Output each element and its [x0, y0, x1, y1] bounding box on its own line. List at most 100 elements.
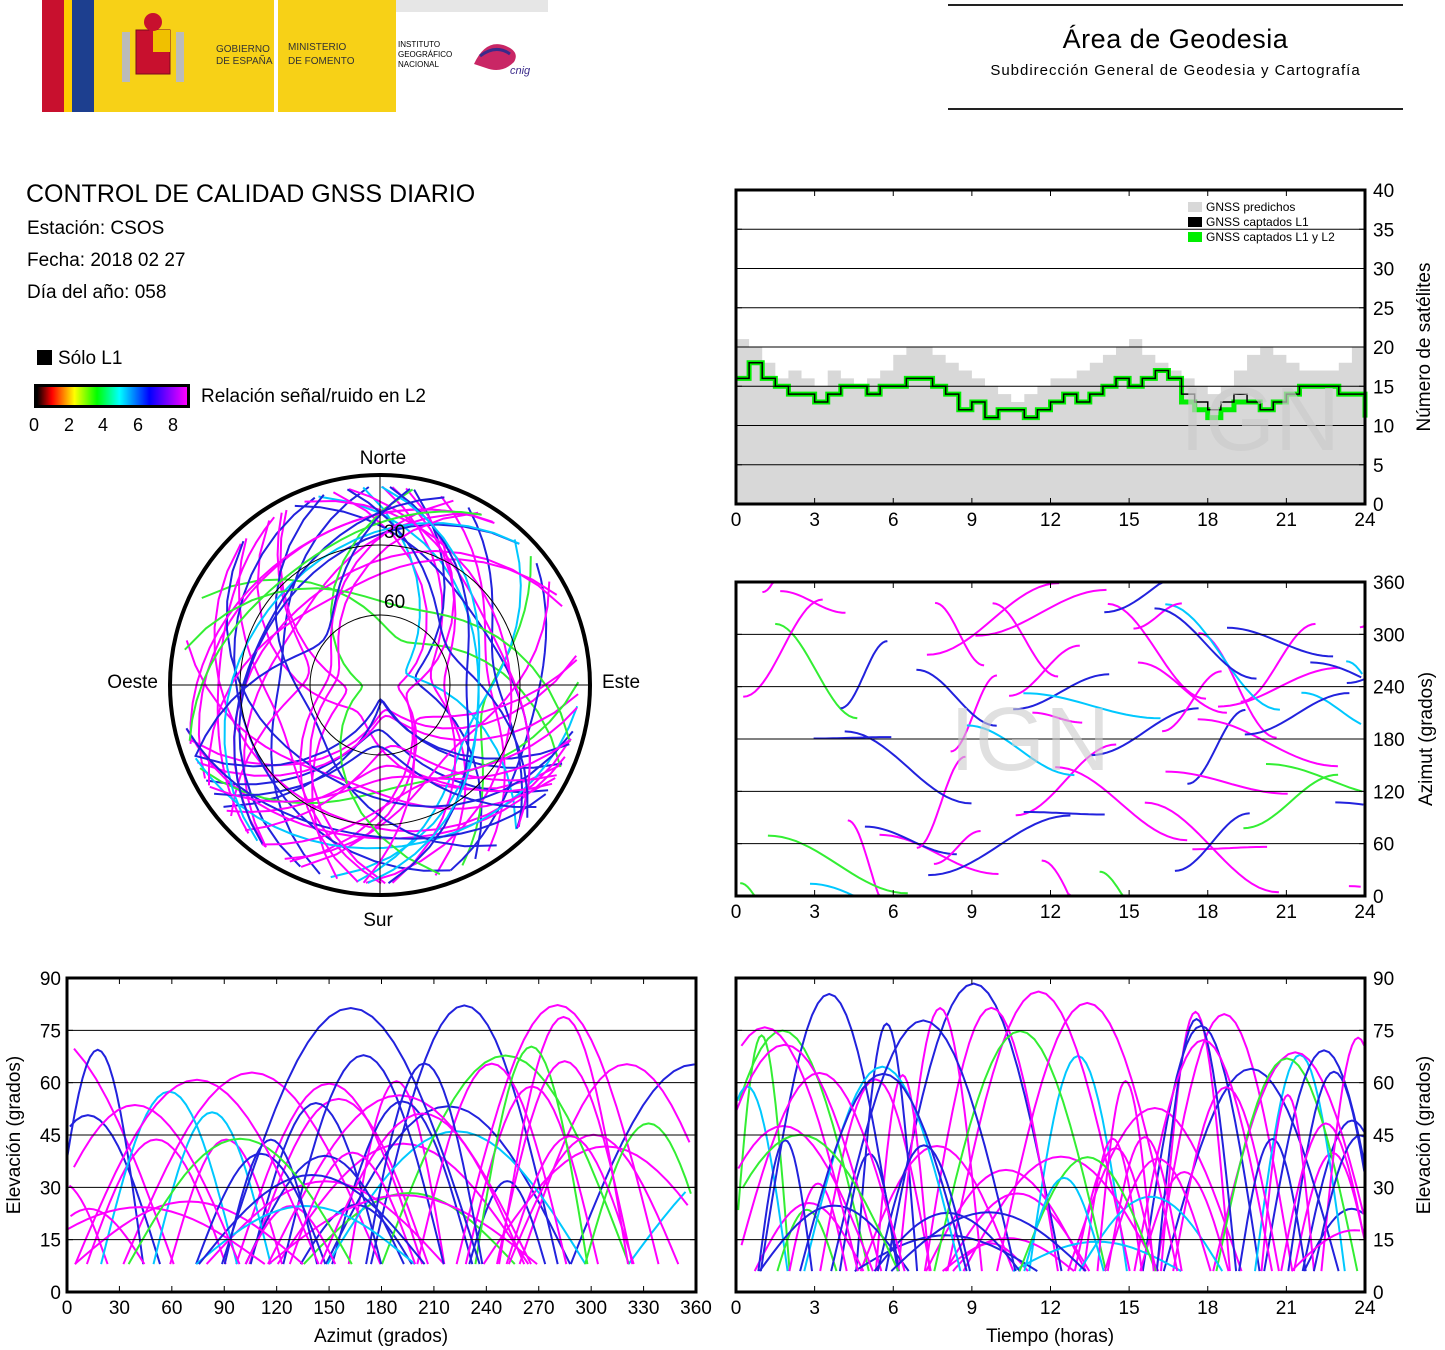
coat-of-arms-icon: [122, 13, 184, 82]
y-tick-label: 45: [1373, 1126, 1394, 1147]
elevation-time-track: [1260, 1093, 1315, 1272]
azimuth-time-ticks: 0 60 120 180 240 300 360 0 3 6 9 12 15 18 21 24: [731, 573, 1405, 923]
x-tick-label: 15: [1119, 902, 1140, 923]
ministerio-line2: DE FOMENTO: [288, 56, 355, 67]
skyplot-track: [201, 578, 562, 768]
elevation-azimuth-track: [221, 1006, 481, 1265]
y-tick-label: 25: [1373, 299, 1394, 320]
azimuth-track: [926, 582, 1060, 656]
azimuth-track: [809, 882, 932, 897]
satellites-ylabel: Número de satélites: [1414, 263, 1435, 432]
skyplot-track: [362, 659, 578, 884]
skyplot-track: [185, 727, 547, 840]
elevation-azimuth-track: [267, 1094, 532, 1265]
x-tick-label: 3: [809, 510, 820, 530]
azimuth-track: [1023, 692, 1161, 720]
snr-tick: 0: [29, 415, 40, 435]
elevation-time-track: [1254, 1053, 1346, 1272]
series-l1-line: [736, 361, 1366, 419]
elevation-azimuth-ticks: 0 15 30 45 60 75 90 0 30 60 90 120 150 180 210 240 270 30…: [40, 969, 712, 1319]
x-tick-label: 360: [680, 1298, 712, 1319]
skyplot-track: [216, 516, 275, 834]
elevation-time-track: [740, 1026, 859, 1272]
elevation-time-track: [776, 1208, 838, 1272]
elevation-time-track: [1082, 1137, 1143, 1272]
elevation-time-track: [830, 1019, 1017, 1272]
y-tick-label: 0: [1373, 495, 1384, 516]
azimuth-track: [864, 825, 957, 856]
x-tick-label: 3: [809, 902, 820, 923]
snr-colorbar: [34, 384, 190, 408]
elevation-azimuth-track: [627, 1191, 687, 1265]
elevation-azimuth-track: [381, 1054, 630, 1265]
azimuth-track: [767, 834, 908, 895]
elevation-azimuth-track: [205, 1180, 445, 1265]
flag-strip-red: [42, 0, 64, 112]
elevation-time-xlabel: Tiempo (horas): [986, 1326, 1114, 1347]
azimuth-track: [1015, 743, 1117, 817]
skyplot-track: [348, 488, 531, 828]
azimuth-track: [1244, 692, 1350, 736]
x-tick-label: 21: [1276, 510, 1297, 530]
x-tick-label: 24: [1354, 510, 1376, 530]
x-tick-label: 15: [1119, 1298, 1140, 1319]
elevation-time-track: [735, 1043, 883, 1272]
elevation-azimuth-track: [569, 1063, 695, 1265]
snr-tick: 4: [98, 415, 109, 435]
skyplot-track: [329, 488, 441, 875]
legend-swatch-l1: [1188, 217, 1202, 227]
azimuth-track: [743, 598, 823, 698]
skyplot-track: [209, 738, 572, 803]
elevation-time-tracks: [735, 982, 1366, 1272]
elevation-azimuth-track: [365, 1062, 484, 1265]
elevation-time-ticks: 0 15 30 45 60 75 90 0 3 6 9 12 15 18 21 24: [731, 969, 1394, 1319]
x-tick-label: 30: [109, 1298, 130, 1319]
elevation-time-track: [757, 1139, 813, 1272]
y-tick-label: 90: [1373, 969, 1394, 990]
x-tick-label: 0: [731, 902, 742, 923]
ring-label-60: 60: [384, 592, 405, 613]
x-tick-label: 12: [1040, 510, 1061, 530]
satellites-ticks: 0 5 10 15 20 25 30 35 40 0 3 6 9 12 15 18 21 24: [731, 181, 1394, 530]
elevation-azimuth-track: [244, 1205, 337, 1265]
azimuth-track: [1265, 763, 1363, 793]
snr-tick: 2: [64, 415, 75, 435]
y-tick-label: 240: [1373, 678, 1405, 699]
elevation-azimuth-track: [249, 1101, 383, 1265]
ring-label-30: 30: [384, 522, 405, 543]
azimuth-track: [1197, 718, 1338, 768]
skyplot-track: [440, 495, 506, 852]
y-tick-label: 60: [40, 1074, 61, 1095]
skyplot-track: [308, 511, 479, 885]
y-tick-label: 15: [40, 1231, 61, 1252]
skyplot-track: [362, 486, 518, 830]
ministerio-line1: MINISTERIO: [288, 42, 347, 53]
y-tick-label: 10: [1373, 417, 1394, 438]
elevation-azimuth-track: [288, 1151, 417, 1265]
cnig-logo-icon: cnig: [474, 44, 531, 77]
azimuth-track: [1032, 711, 1083, 724]
skyplot-track: [214, 745, 537, 808]
elevation-azimuth-track: [74, 1200, 304, 1265]
azimuth-track: [1165, 603, 1281, 711]
legend-l1l2: GNSS captados L1 y L2: [1206, 230, 1335, 244]
elevation-time-track: [740, 1071, 906, 1272]
elevation-azimuth-track: [331, 1100, 474, 1265]
azimuth-track: [916, 668, 997, 727]
series-predicted-area: [736, 339, 1365, 504]
azimuth-time-ylabel: Azimut (grados): [1416, 672, 1437, 806]
azimuth-track: [1154, 607, 1257, 680]
azimuth-track: [1137, 661, 1227, 714]
elevation-time-track: [1312, 1134, 1365, 1272]
azimuth-track: [840, 640, 888, 710]
azimuth-track: [1240, 622, 1316, 703]
azimuth-track: [916, 755, 966, 849]
elevation-time-track: [788, 1182, 848, 1272]
elevation-azimuth-track: [584, 1122, 692, 1265]
azimuth-track: [1243, 773, 1339, 830]
azimuth-track: [1165, 770, 1288, 795]
area-subtitle: Subdirección General de Geodesia y Carto…: [990, 62, 1361, 79]
skyplot-track: [188, 510, 482, 741]
government-logo: GOBIERNO DE ESPAÑA MINISTERIO DE FOMENTO: [42, 0, 398, 112]
x-tick-label: 90: [214, 1298, 235, 1319]
